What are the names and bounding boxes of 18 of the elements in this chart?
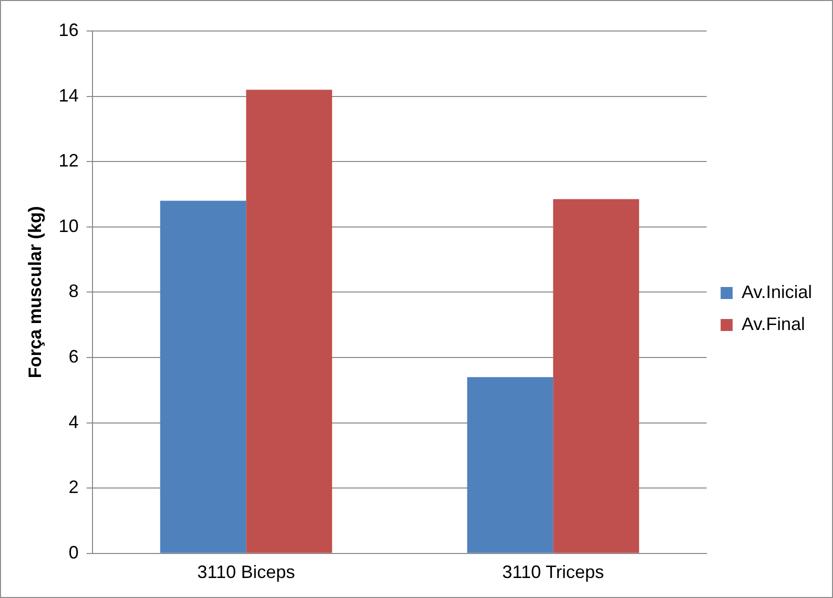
bar [160, 200, 246, 553]
y-tick-label: 4 [68, 412, 79, 432]
y-tick-label: 2 [68, 477, 79, 498]
bar [553, 199, 640, 553]
x-tick-label: 3110 Triceps [502, 562, 604, 582]
y-tick-label: 16 [58, 20, 79, 40]
y-tick-label: 12 [58, 150, 79, 171]
bar [467, 377, 554, 553]
legend-label: Av.Inicial [742, 282, 812, 302]
y-axis-title: Força muscular (kg) [24, 206, 45, 378]
y-tick-label: 6 [68, 346, 79, 366]
legend-label: Av.Final [742, 314, 806, 334]
x-tick-label: 3110 Biceps [197, 562, 295, 582]
bar [246, 90, 332, 553]
y-tick-label: 10 [58, 216, 79, 236]
y-tick-label: 8 [68, 281, 79, 302]
y-tick-label: 0 [68, 542, 79, 562]
y-tick-label: 14 [58, 85, 79, 106]
